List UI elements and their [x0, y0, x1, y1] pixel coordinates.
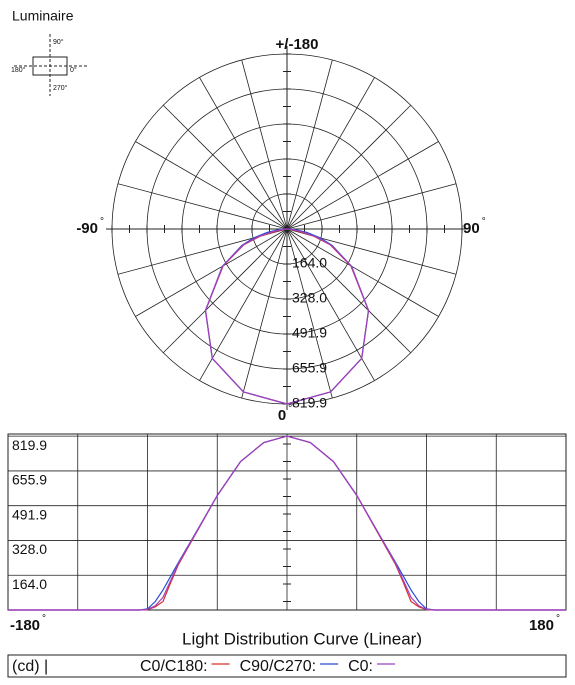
angle-grid-line [286, 228, 375, 381]
luminaire-title: Luminaire [12, 8, 74, 24]
unit-label: (cd) | [12, 658, 48, 675]
y-tick-label: 491.9 [12, 506, 47, 522]
angle-grid-line [286, 183, 457, 230]
luminaire-icon [14, 34, 88, 96]
angle-grid-line [241, 59, 288, 230]
angle-grid-line [286, 228, 412, 354]
angle-grid-line [286, 141, 439, 230]
x-tick-label: 180 [529, 617, 554, 634]
angle-grid-line [286, 59, 333, 230]
angle-label: -90 [76, 220, 98, 237]
angle-grid-line [286, 104, 412, 230]
y-tick-label: 164.0 [12, 576, 47, 592]
angle-label: 0 [278, 407, 286, 424]
angle-grid-line [135, 141, 288, 230]
icon-label: 90° [53, 38, 64, 46]
degree-sign: ° [556, 614, 560, 625]
polar-curve [204, 228, 370, 405]
ring-label: 328.0 [292, 290, 327, 306]
icon-label: 0° [70, 66, 77, 74]
y-tick-label: 655.9 [12, 472, 47, 488]
legend-box [7, 654, 567, 678]
angle-grid-line [162, 228, 288, 354]
angle-grid-line [286, 77, 375, 230]
legend-label: C90/C270: [240, 658, 317, 675]
angle-grid-line [162, 104, 288, 230]
angle-grid-line [286, 228, 333, 399]
chart-title: Light Distribution Curve (Linear) [182, 629, 422, 648]
ring-label: 491.9 [292, 325, 327, 341]
angle-grid-line [241, 228, 288, 399]
icon-label: 180° [11, 66, 26, 74]
y-tick-label: 819.9 [12, 437, 47, 453]
degree-sign: ° [288, 404, 292, 415]
angle-grid-line [286, 228, 439, 317]
icon-label: 270° [53, 84, 68, 92]
line-curve [8, 435, 566, 611]
degree-sign: ° [482, 217, 486, 228]
degree-sign: ° [42, 614, 46, 625]
legend-label: C0/C180: [140, 658, 208, 675]
angle-grid-line [117, 183, 288, 230]
ring-label: 164.0 [292, 255, 327, 271]
degree-sign: ° [100, 217, 104, 228]
angle-grid-line [199, 228, 288, 381]
ring-label: 819.9 [292, 395, 327, 411]
legend-label: C0: [348, 658, 373, 675]
angle-label: 90 [463, 220, 480, 237]
angle-label: +/-180 [276, 36, 319, 53]
ring-label: 655.9 [292, 360, 327, 376]
angle-grid-line [199, 77, 288, 230]
y-tick-label: 328.0 [12, 541, 47, 557]
x-tick-label: -180 [10, 617, 40, 634]
angle-grid-line [135, 228, 288, 317]
